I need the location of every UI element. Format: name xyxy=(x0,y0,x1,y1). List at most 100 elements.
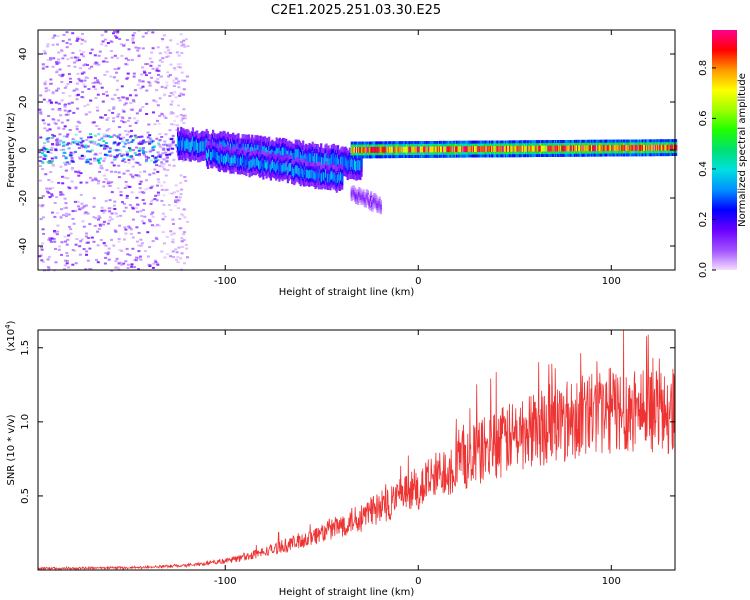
spectrogram-cell xyxy=(54,261,58,264)
spectrogram-cell xyxy=(104,256,108,259)
spectrogram-cell xyxy=(131,139,135,142)
spectrogram-cell xyxy=(95,106,99,109)
spectrogram-cell xyxy=(100,167,104,170)
spectrogram-cell xyxy=(65,46,69,49)
spectrogram-cell xyxy=(93,157,97,160)
spectrogram-cell xyxy=(140,215,144,217)
snr-frame xyxy=(37,329,676,571)
spectrogram-cell xyxy=(128,155,132,158)
spectrogram-cell xyxy=(58,74,62,77)
spectrogram-cell xyxy=(149,141,153,144)
spectrogram-cell xyxy=(97,54,101,57)
spectrogram-cell xyxy=(62,154,66,157)
spectrogram-cell xyxy=(94,97,98,99)
spectrogram-cell xyxy=(128,136,132,139)
spectrogram-cell xyxy=(46,43,50,46)
spectrogram-cell xyxy=(125,39,129,41)
spectrogram-cell xyxy=(66,119,70,122)
spectrogram-cell xyxy=(74,133,78,136)
spectrogram-cell xyxy=(183,216,187,219)
spectrogram-cell xyxy=(55,141,59,144)
spectrogram-cell xyxy=(148,134,152,137)
spectrogram-cell xyxy=(61,92,65,94)
spectrogram-cell xyxy=(97,63,101,66)
spectrogram-cell xyxy=(88,176,92,179)
multiplier-exponent: 4 xyxy=(4,324,12,329)
spectrogram-cell xyxy=(102,133,106,136)
spectrogram-cell xyxy=(183,117,187,120)
spectrogram-cell xyxy=(157,142,161,145)
spectrogram-cell xyxy=(129,102,133,105)
spectrogram-cell xyxy=(74,262,78,265)
x-tick-label: 100 xyxy=(602,276,621,287)
spectrogram-cell xyxy=(542,145,545,152)
spectrogram-cell xyxy=(135,146,139,149)
spectrogram-cell xyxy=(155,89,159,92)
spectrogram-cell xyxy=(162,242,166,245)
spectrogram-cell xyxy=(110,218,114,221)
spectrogram-cell xyxy=(119,214,123,217)
spectrogram-cell xyxy=(96,261,100,264)
spectrogram-cell xyxy=(137,231,141,234)
spectrogram-cell xyxy=(57,58,61,61)
spectrogram-cell xyxy=(138,163,142,166)
spectrogram-cell xyxy=(156,170,160,173)
spectrogram-cell xyxy=(113,200,117,203)
spectrogram-cell xyxy=(141,66,144,69)
spectrogram-cell xyxy=(139,180,143,183)
spectrogram-cell xyxy=(98,50,102,53)
spectrogram-cell xyxy=(139,140,142,143)
spectrogram-cell xyxy=(87,237,91,239)
spectrogram-cell xyxy=(55,69,59,72)
spectrogram-cell xyxy=(151,67,155,70)
spectrogram-cell xyxy=(126,152,129,155)
spectrogram-cell xyxy=(51,36,55,39)
spectrogram-cell xyxy=(182,208,186,211)
spectrogram-cell xyxy=(43,83,47,86)
spectrogram-cell xyxy=(44,87,48,90)
spectrogram-cell xyxy=(127,48,131,51)
spectrogram-cell xyxy=(122,153,126,156)
spectrogram-cell xyxy=(126,119,130,122)
spectrogram-cell xyxy=(163,151,167,154)
spectrogram-cell xyxy=(92,159,96,162)
spectrogram-cell xyxy=(43,82,47,85)
spectrogram-cell xyxy=(183,45,187,48)
spectrogram-cell xyxy=(96,93,100,96)
spectrogram-cell xyxy=(61,175,64,178)
spectrogram-cell xyxy=(118,133,122,136)
spectrogram-cell xyxy=(60,253,63,256)
spectrogram-cell xyxy=(158,165,162,168)
spectrogram-cell xyxy=(115,71,118,74)
spectrogram-cell xyxy=(48,196,52,199)
spectrogram-cell xyxy=(64,163,68,166)
spectrogram-cell xyxy=(146,63,150,65)
spectrogram-cell xyxy=(63,197,67,200)
spectrogram-cell xyxy=(180,252,184,255)
spectrogram-cell xyxy=(162,115,166,118)
spectrogram-cell xyxy=(50,146,54,149)
spectrogram-cell xyxy=(149,203,153,205)
spectrogram-cell xyxy=(137,257,140,260)
spectrogram-cell xyxy=(103,262,107,265)
spectrogram-cell xyxy=(109,40,113,43)
spectrogram-cell xyxy=(83,85,87,88)
spectrogram-cell xyxy=(121,201,124,204)
spectrogram-cell xyxy=(143,71,147,74)
spectrogram-cell xyxy=(110,135,114,138)
spectrogram-cell xyxy=(80,42,84,45)
spectrogram-cell xyxy=(85,232,88,235)
multiplier-close: ) xyxy=(6,320,17,324)
spectrogram-cell xyxy=(94,178,98,181)
spectrogram-cell xyxy=(128,204,132,206)
spectrogram-cell xyxy=(51,43,55,46)
spectrogram-cell xyxy=(165,154,169,157)
spectrogram-cell xyxy=(38,160,42,162)
spectrogram-cell xyxy=(107,128,111,130)
spectrogram-cell xyxy=(48,239,52,242)
spectrogram-cell xyxy=(47,179,51,181)
spectrogram-cell xyxy=(93,224,97,227)
spectrogram-cell xyxy=(78,157,82,160)
spectrogram-cell xyxy=(126,72,130,75)
